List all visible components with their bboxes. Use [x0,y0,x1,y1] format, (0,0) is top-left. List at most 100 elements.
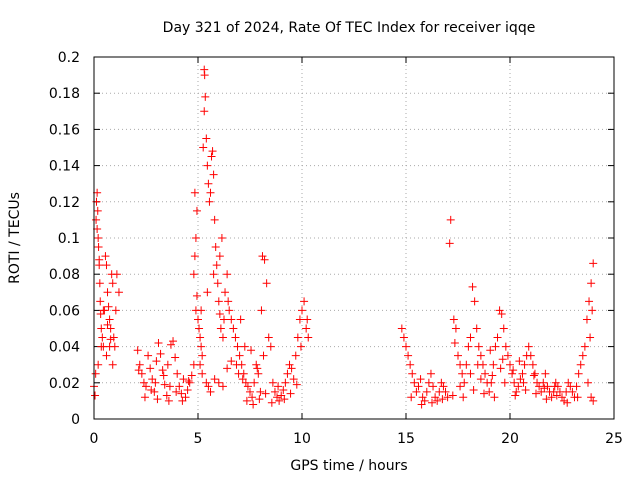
data-point [140,393,149,402]
plot-frame [93,56,615,420]
data-point [247,346,256,355]
data-point [506,360,514,369]
data-point [480,389,488,398]
data-point [135,360,144,369]
data-point [520,360,529,369]
data-point [209,170,218,179]
data-point [279,386,288,395]
data-point [179,375,188,384]
data-point [260,255,269,264]
y-tick-label: 0.16 [49,122,80,138]
data-point [530,369,539,378]
data-point [539,378,548,387]
data-point [203,161,212,170]
data-point [496,364,505,373]
data-point [250,378,259,387]
data-point [443,393,452,402]
data-point [190,252,199,261]
data-point [275,396,284,405]
data-point [210,215,219,224]
data-point [497,310,506,319]
data-point [215,310,224,319]
data-point [200,71,209,80]
data-point [158,366,167,375]
x-tick-label: 5 [194,431,203,447]
data-point [589,259,598,268]
data-point [572,382,581,391]
data-point [558,393,566,402]
data-point [164,396,173,405]
data-point [204,382,213,391]
data-points [90,65,598,409]
data-point [580,342,589,351]
data-point [267,398,276,407]
data-point [223,270,232,279]
data-point [410,378,419,387]
data-point [133,346,142,355]
data-point [235,351,244,360]
data-point [418,393,427,402]
data-point [214,297,223,306]
data-point [563,398,572,407]
data-point [503,351,512,360]
data-point [225,306,234,315]
data-point [466,333,475,342]
data-point [195,324,204,333]
data-point [146,364,155,373]
data-point [217,234,226,242]
data-point [198,369,207,378]
data-point [456,382,465,391]
data-point [210,375,219,384]
data-point [223,364,232,373]
data-point [108,360,117,369]
data-point [259,351,268,360]
data-point [202,134,211,143]
data-point [257,306,266,315]
data-point [472,324,481,333]
data-point [248,393,257,402]
data-point [104,302,113,311]
data-point [209,270,218,279]
data-point [407,393,416,402]
data-point [431,393,440,402]
y-tick-label: 0.06 [49,303,80,319]
data-point [160,380,169,389]
data-point [490,393,499,402]
data-point [270,387,279,396]
data-point [438,395,447,404]
data-point [402,342,410,351]
y-tick-label: 0.18 [49,86,80,102]
data-point [106,335,115,344]
data-point [416,375,425,384]
data-point [511,391,520,400]
data-point [512,387,521,396]
data-point [220,315,228,324]
data-point [587,393,596,402]
data-point [526,351,535,360]
y-tick-label: 0.12 [49,195,80,211]
data-point [114,288,123,297]
data-point [535,382,544,391]
data-point [212,261,221,270]
data-point [552,391,561,400]
data-point [501,342,510,351]
data-point [528,360,537,369]
data-point [91,369,100,378]
data-point [261,389,270,398]
data-point [298,306,306,315]
data-point [493,333,502,342]
data-point [240,342,249,351]
data-point [238,375,247,384]
data-point [111,306,120,315]
data-point [221,288,230,297]
data-point [103,320,112,329]
data-point [529,371,538,380]
data-point [233,342,242,351]
data-point [254,369,263,378]
data-point [229,324,238,333]
data-point [474,342,483,351]
data-point [147,386,156,395]
data-point [153,395,162,404]
data-point [108,279,117,288]
data-point [498,355,507,364]
